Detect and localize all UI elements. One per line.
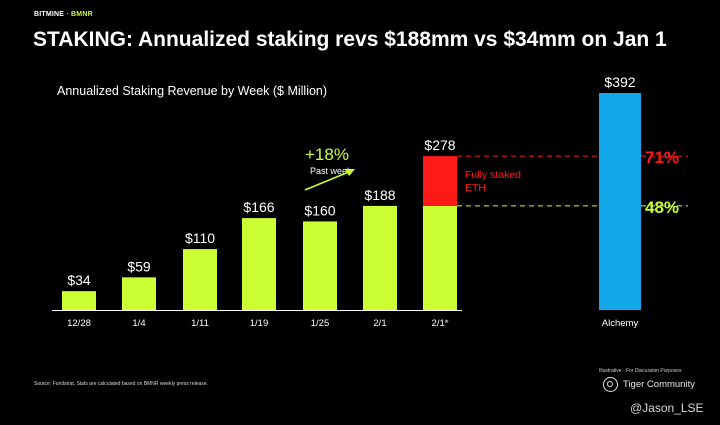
x-tick-label: 1/11 [191, 318, 209, 329]
x-tick-label: 1/19 [250, 318, 269, 329]
bar-value-label: $166 [243, 199, 274, 215]
bar-value-label: $59 [127, 258, 151, 274]
watermark-name: Tiger Community [623, 379, 695, 390]
bar-value-label: $188 [364, 187, 395, 203]
x-tick-label: 1/4 [132, 318, 145, 329]
bar [242, 218, 276, 310]
staked-segment-label: ETH [465, 182, 486, 194]
bar-value-label: $160 [304, 202, 335, 218]
author-handle: @Jason_LSE [630, 401, 704, 415]
bar [303, 221, 337, 310]
brand-label: BITMINE · BMNR [34, 11, 93, 18]
bar [363, 205, 397, 310]
source-note: Source: Fundstrat, Stats are calculated … [34, 381, 208, 387]
bar-segment-staked [423, 156, 457, 206]
bar [122, 277, 156, 310]
bar-value-label: $278 [424, 137, 455, 153]
x-tick-label: 1/25 [311, 318, 330, 329]
brand-name: BITMINE [34, 11, 65, 18]
bar [423, 205, 457, 310]
x-tick-label: 2/1 [373, 318, 386, 329]
tiger-community-logo-icon [603, 377, 618, 392]
brand-separator: · [66, 11, 69, 18]
growth-arrow-head [345, 169, 355, 176]
bar [599, 93, 641, 310]
reference-pct-label: 48% [645, 198, 679, 217]
growth-annotation: +18% [305, 145, 349, 164]
reference-pct-label: 71% [645, 148, 679, 167]
brand-ticker: BMNR [71, 11, 93, 18]
staked-segment-label: Fully staked [465, 169, 521, 181]
page-headline: STAKING: Annualized staking revs $188mm … [33, 28, 667, 51]
bar [62, 291, 96, 310]
x-tick-label: 2/1* [432, 318, 449, 329]
watermark: Tiger Community [603, 377, 695, 392]
x-tick-label: 12/28 [67, 318, 91, 329]
bar-value-label: $110 [185, 230, 215, 246]
bar-value-label: $34 [67, 272, 91, 288]
growth-annotation-subtext: Past week [310, 166, 352, 176]
bar [183, 249, 217, 310]
bar-value-label: $392 [604, 74, 635, 90]
disclaimer-note: Illustrative · For Discussion Purposes [599, 368, 682, 374]
growth-arrow [304, 170, 352, 191]
x-tick-label: Alchemy [602, 318, 639, 329]
chart-title: Annualized Staking Revenue by Week ($ Mi… [57, 84, 328, 98]
